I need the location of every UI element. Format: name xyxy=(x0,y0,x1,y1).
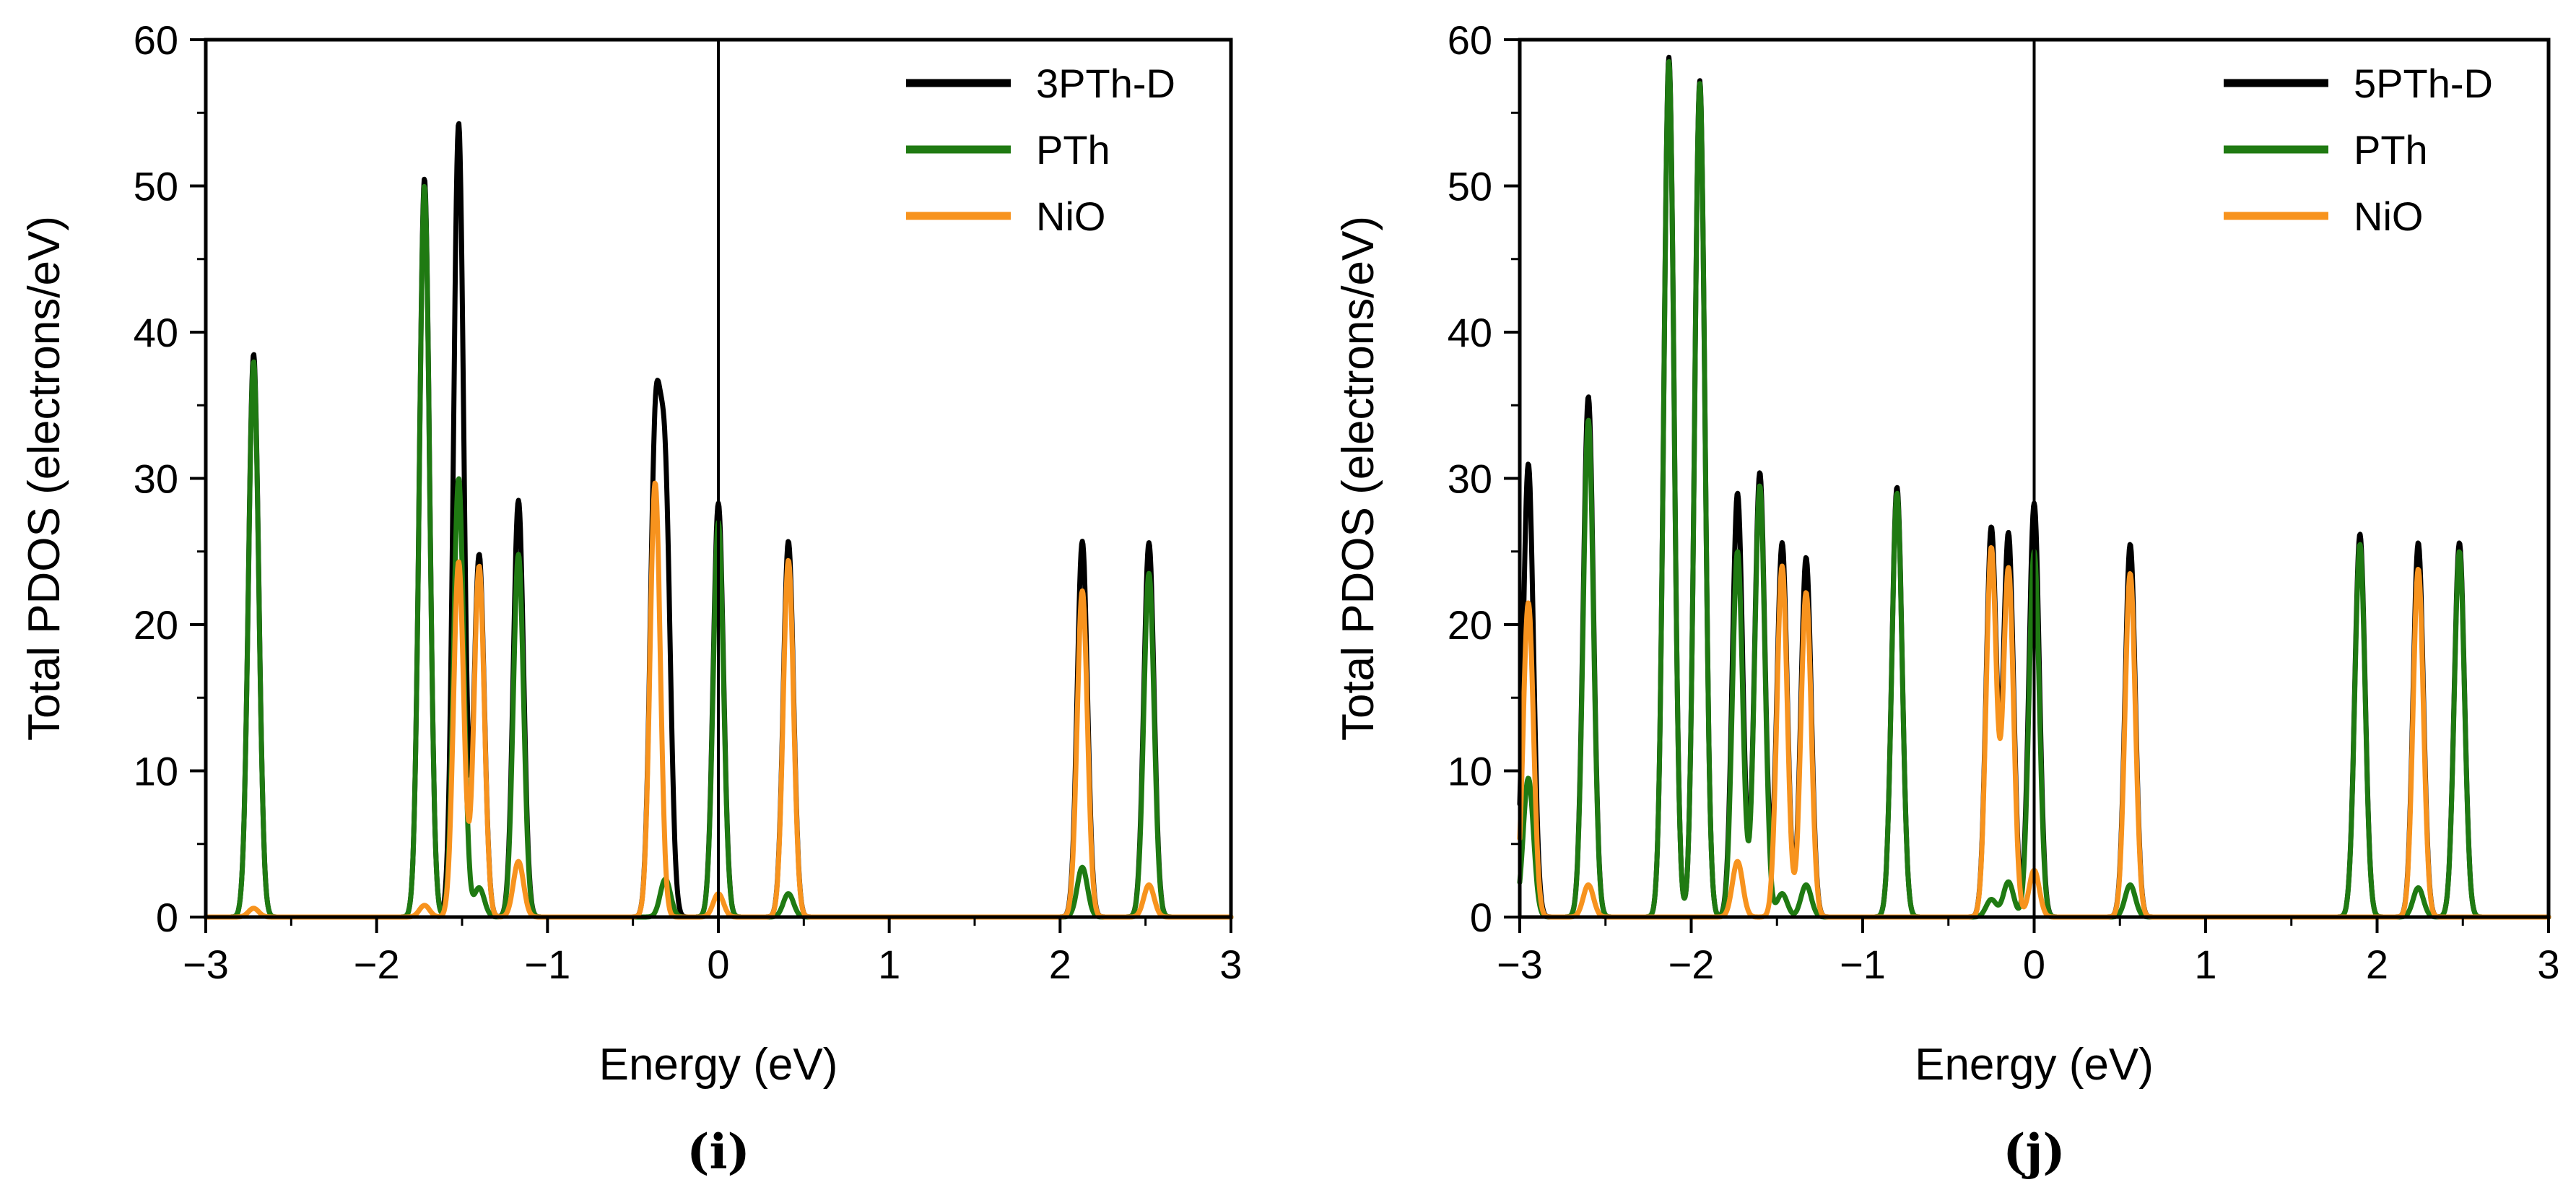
y-tick-label: 20 xyxy=(134,602,178,648)
legend-label-pth: PTh xyxy=(2354,127,2428,173)
x-tick-label: 3 xyxy=(2537,942,2559,987)
legend-label-nio: NiO xyxy=(2354,194,2423,239)
panel-label: (j) xyxy=(2003,1124,2065,1180)
x-tick-label: 2 xyxy=(1049,942,1071,987)
y-axis-title: Total PDOS (electrons/eV) xyxy=(1333,216,1383,741)
x-tick-label: 1 xyxy=(2194,942,2216,987)
x-tick-label: −3 xyxy=(1497,942,1543,987)
x-tick-label: 2 xyxy=(2366,942,2388,987)
y-tick-label: 40 xyxy=(1448,310,1492,355)
panel-label: (i) xyxy=(687,1124,750,1180)
x-tick-label: −2 xyxy=(354,942,400,987)
legend-label-5pth-d: 5PTh-D xyxy=(2354,61,2493,106)
y-axis-title: Total PDOS (electrons/eV) xyxy=(19,216,69,741)
x-tick-label: −1 xyxy=(524,942,570,987)
y-tick-label: 50 xyxy=(134,164,178,209)
x-axis-title: Energy (eV) xyxy=(599,1040,838,1090)
legend-label-3pth-d: 3PTh-D xyxy=(1036,61,1175,106)
y-tick-label: 20 xyxy=(1448,602,1492,648)
y-tick-label: 0 xyxy=(1470,895,1492,940)
legend-label-nio: NiO xyxy=(1036,194,1105,239)
y-tick-label: 10 xyxy=(134,749,178,794)
x-tick-label: 0 xyxy=(707,942,729,987)
x-tick-label: −2 xyxy=(1668,942,1715,987)
x-tick-label: 3 xyxy=(1219,942,1242,987)
legend: 3PTh-D PTh NiO xyxy=(906,61,1175,239)
x-tick-label: 1 xyxy=(878,942,900,987)
y-tick-label: 50 xyxy=(1448,164,1492,209)
y-tick-label: 60 xyxy=(134,17,178,63)
y-tick-label: 30 xyxy=(134,456,178,502)
y-tick-label: 0 xyxy=(156,895,178,940)
y-tick-label: 60 xyxy=(1448,17,1492,63)
x-tick-label: −1 xyxy=(1840,942,1886,987)
legend: 5PTh-D PTh NiO xyxy=(2224,61,2493,239)
x-axis-title: Energy (eV) xyxy=(1915,1040,2154,1090)
x-tick-label: −3 xyxy=(183,942,229,987)
y-tick-label: 10 xyxy=(1448,749,1492,794)
y-tick-label: 30 xyxy=(1448,456,1492,502)
x-tick-label: 0 xyxy=(2023,942,2045,987)
legend-label-pth: PTh xyxy=(1036,127,1110,173)
y-tick-label: 40 xyxy=(134,310,178,355)
